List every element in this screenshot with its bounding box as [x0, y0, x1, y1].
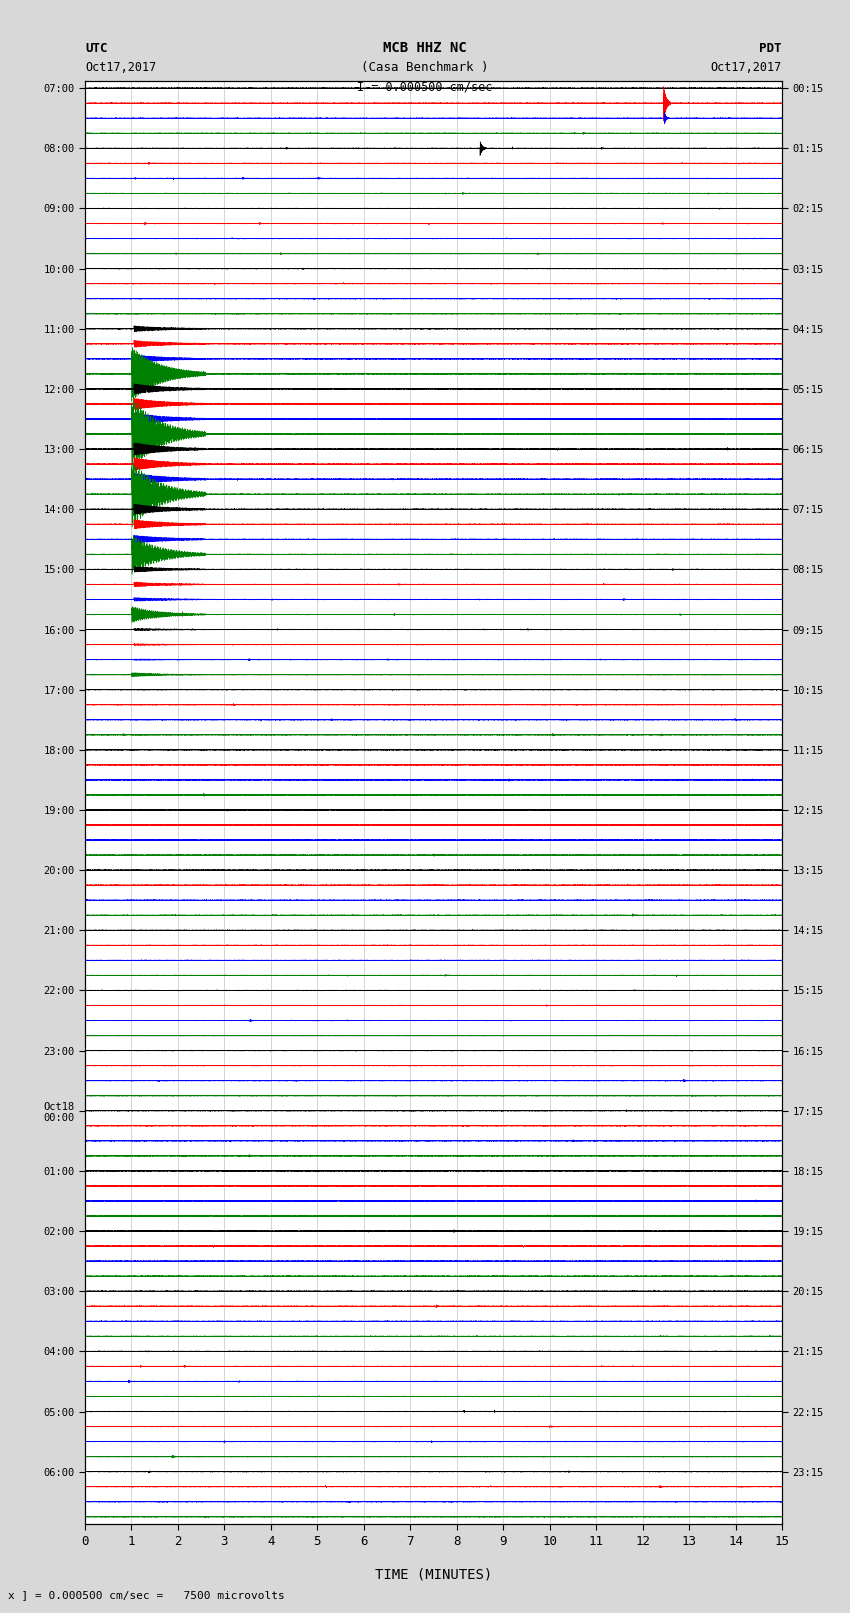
- Text: x ] = 0.000500 cm/sec =   7500 microvolts: x ] = 0.000500 cm/sec = 7500 microvolts: [8, 1590, 286, 1600]
- Text: I = 0.000500 cm/sec: I = 0.000500 cm/sec: [357, 81, 493, 94]
- Text: Oct17,2017: Oct17,2017: [711, 61, 782, 74]
- X-axis label: TIME (MINUTES): TIME (MINUTES): [375, 1568, 492, 1582]
- Text: UTC: UTC: [85, 42, 107, 55]
- Text: MCB HHZ NC: MCB HHZ NC: [383, 40, 467, 55]
- Text: PDT: PDT: [760, 42, 782, 55]
- Text: Oct17,2017: Oct17,2017: [85, 61, 156, 74]
- Text: (Casa Benchmark ): (Casa Benchmark ): [361, 61, 489, 74]
